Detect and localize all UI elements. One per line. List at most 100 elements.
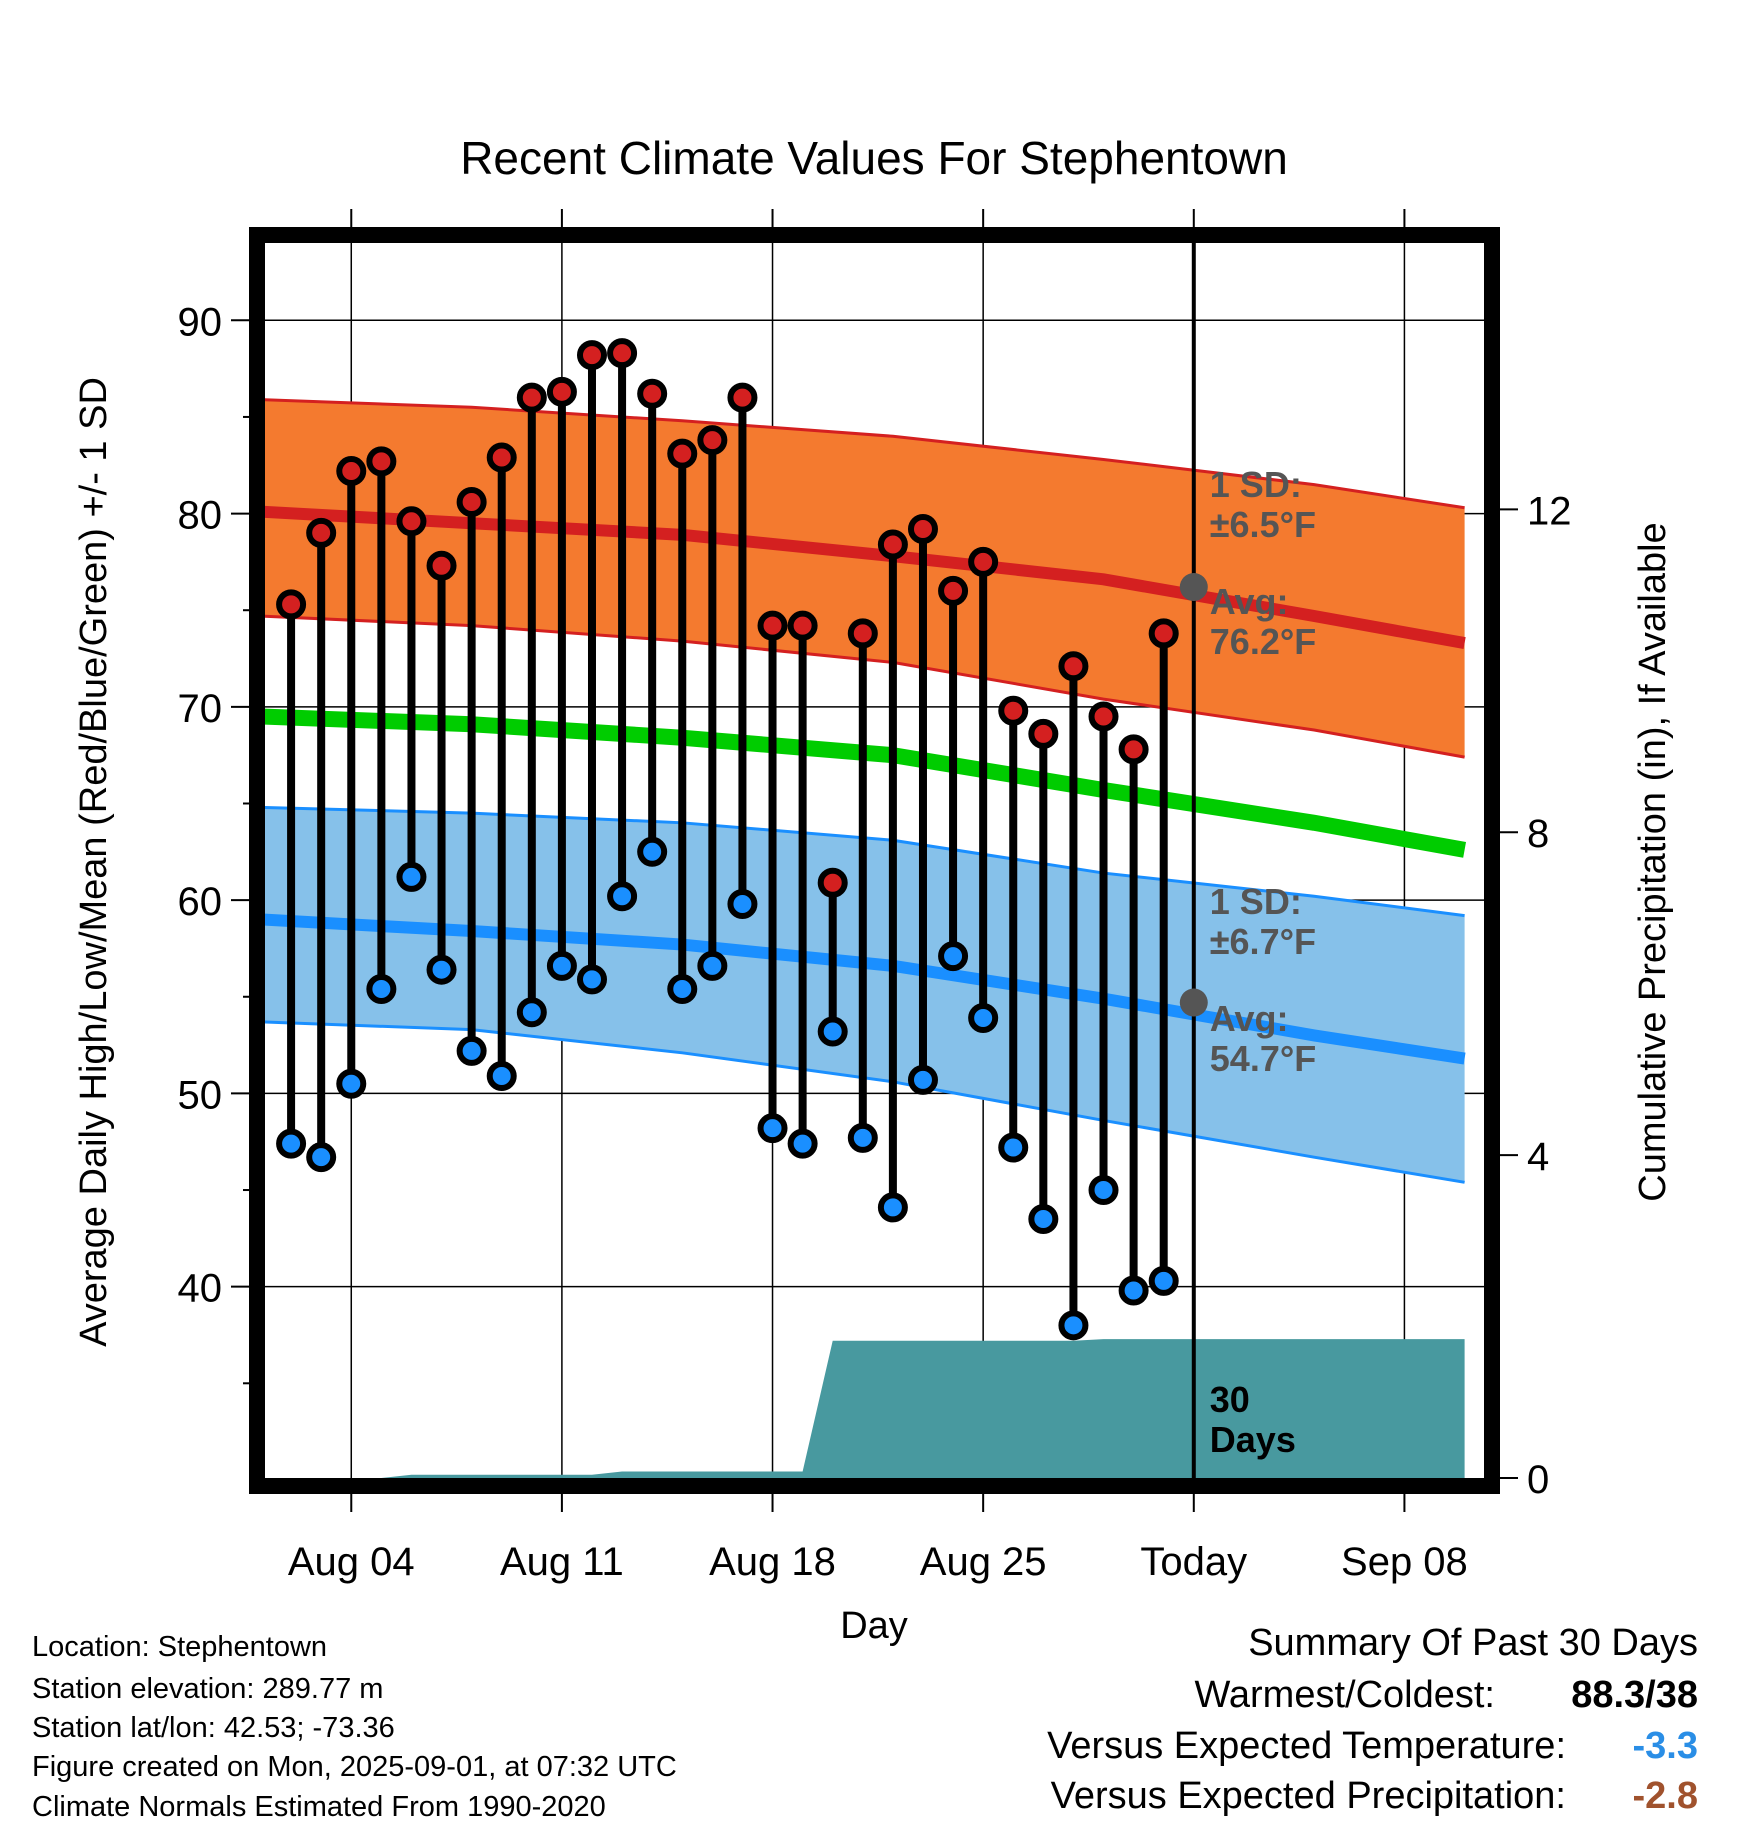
low-marker-Aug-03 <box>306 1142 337 1173</box>
x-tick-label-4: Today <box>1140 1540 1247 1584</box>
y2-tick-label-0: 0 <box>1527 1458 1549 1502</box>
y2-tick-label-12: 12 <box>1527 489 1572 533</box>
low-marker-Aug-29 <box>1088 1175 1119 1206</box>
low-marker-Aug-07 <box>426 954 457 985</box>
low-marker-Aug-12 <box>576 964 607 995</box>
low-marker-Aug-16 <box>697 950 728 981</box>
x-tick-label-3: Aug 25 <box>920 1540 1047 1584</box>
low-marker-Aug-05 <box>366 974 397 1005</box>
y-tick-label-90: 90 <box>178 300 223 344</box>
days-count-annotation: 30 Days <box>1210 1379 1296 1460</box>
low-avg-annotation-line-0: Avg: <box>1210 998 1289 1039</box>
low-marker-Aug-14 <box>637 836 668 867</box>
info-latlon: Station lat/lon: 42.53; -73.36 <box>32 1712 395 1744</box>
info-location: Location: Stephentown <box>32 1631 328 1663</box>
y-axis-label: Average Daily High/Low/Mean (Red/Blue/Gr… <box>73 377 115 1347</box>
x-axis-label: Day <box>840 1605 908 1647</box>
x-tick-label-2: Aug 18 <box>709 1540 836 1584</box>
high-marker-Aug-16 <box>697 425 728 456</box>
x-tick-label-0: Aug 04 <box>288 1540 415 1584</box>
high-marker-Aug-28 <box>1058 651 1089 682</box>
high-marker-Aug-21 <box>847 618 878 649</box>
low-marker-Aug-19 <box>787 1128 818 1159</box>
high-marker-Aug-26 <box>998 695 1029 726</box>
days-count-annotation-line-0: 30 <box>1210 1379 1250 1420</box>
high-avg-annotation-line-0: Avg: <box>1210 581 1289 622</box>
low-marker-Aug-20 <box>817 1016 848 1047</box>
high-marker-Aug-06 <box>396 506 427 537</box>
low-marker-Aug-31 <box>1148 1265 1179 1296</box>
y-tick-label-80: 80 <box>178 494 223 538</box>
high-marker-Aug-09 <box>486 442 517 473</box>
low-marker-Aug-09 <box>486 1060 517 1091</box>
high-marker-Aug-02 <box>276 589 307 620</box>
high-marker-Aug-17 <box>727 382 758 413</box>
high-marker-Aug-19 <box>787 610 818 641</box>
low-marker-Aug-23 <box>907 1064 938 1095</box>
low-avg-annotation: Avg: 54.7°F <box>1210 998 1316 1079</box>
plot-frame <box>249 227 1500 1494</box>
high-marker-Aug-24 <box>938 575 969 606</box>
low-sd-annotation: 1 SD: ±6.7°F <box>1210 881 1316 962</box>
high-marker-Aug-29 <box>1088 701 1119 732</box>
low-marker-Aug-17 <box>727 888 758 919</box>
today-low-avg-marker <box>1179 988 1208 1017</box>
high-avg-annotation-line-1: 76.2°F <box>1210 621 1316 662</box>
y-tick-label-40: 40 <box>178 1267 223 1311</box>
chart-title: Recent Climate Values For Stephentown <box>460 132 1288 184</box>
low-sd-annotation-line-1: ±6.7°F <box>1210 921 1316 962</box>
high-marker-Aug-04 <box>336 456 367 487</box>
low-avg-annotation-line-1: 54.7°F <box>1210 1038 1316 1079</box>
high-marker-Aug-31 <box>1148 618 1179 649</box>
high-marker-Aug-23 <box>907 514 938 545</box>
y2-axis-label: Cumulative Precipitation (in), If Availa… <box>1632 522 1674 1201</box>
low-marker-Aug-06 <box>396 861 427 892</box>
y-tick-label-70: 70 <box>178 687 223 731</box>
low-marker-Aug-04 <box>336 1068 367 1099</box>
summary-warmest-value: 88.3/38 <box>1571 1674 1698 1716</box>
high-marker-Aug-25 <box>968 546 999 577</box>
summary-title: Summary Of Past 30 Days <box>1248 1622 1698 1664</box>
y2-tick-label-4: 4 <box>1527 1135 1549 1179</box>
summary-temp-label: Versus Expected Temperature: <box>1047 1725 1566 1767</box>
high-plus-sd-line <box>265 398 1465 510</box>
low-marker-Aug-24 <box>938 941 969 972</box>
high-marker-Aug-03 <box>306 517 337 548</box>
low-marker-Aug-10 <box>516 997 547 1028</box>
high-marker-Aug-14 <box>637 378 668 409</box>
y-tick-label-50: 50 <box>178 1073 223 1117</box>
low-marker-Aug-02 <box>276 1128 307 1159</box>
high-marker-Aug-11 <box>546 376 577 407</box>
summary-precip-row: Versus Expected Precipitation: -2.8 <box>0 1775 1748 1825</box>
x-tick-label-5: Sep 08 <box>1341 1540 1468 1584</box>
summary-temp-row: Versus Expected Temperature: -3.3 <box>0 1725 1748 1775</box>
high-sd-annotation: 1 SD: ±6.5°F <box>1210 464 1316 545</box>
low-marker-Aug-15 <box>667 974 698 1005</box>
low-marker-Aug-08 <box>456 1035 487 1066</box>
low-marker-Aug-28 <box>1058 1310 1089 1341</box>
high-marker-Aug-18 <box>757 610 788 641</box>
high-sd-annotation-line-1: ±6.5°F <box>1210 504 1316 545</box>
high-marker-Aug-05 <box>366 446 397 477</box>
y2-tick-label-8: 8 <box>1527 812 1549 856</box>
info-normals: Climate Normals Estimated From 1990-2020 <box>32 1791 606 1823</box>
low-marker-Aug-18 <box>757 1113 788 1144</box>
low-marker-Aug-30 <box>1118 1275 1149 1306</box>
low-marker-Aug-13 <box>607 881 638 912</box>
high-marker-Aug-15 <box>667 438 698 469</box>
info-elevation: Station elevation: 289.77 m <box>32 1673 384 1705</box>
low-marker-Aug-22 <box>877 1192 908 1223</box>
summary-warmest-row: Warmest/Coldest: 88.3/38 <box>0 1674 1748 1724</box>
cumulative-precip-area <box>265 1339 1465 1478</box>
y-tick-label-60: 60 <box>178 880 223 924</box>
summary-precip-label: Versus Expected Precipitation: <box>1050 1775 1566 1817</box>
high-marker-Aug-08 <box>456 486 487 517</box>
low-marker-Aug-11 <box>546 950 577 981</box>
high-marker-Aug-12 <box>576 340 607 371</box>
high-marker-Aug-13 <box>607 338 638 369</box>
high-sd-annotation-line-0: 1 SD: <box>1210 464 1302 505</box>
high-marker-Aug-20 <box>817 867 848 898</box>
high-marker-Aug-07 <box>426 550 457 581</box>
low-marker-Aug-26 <box>998 1132 1029 1163</box>
